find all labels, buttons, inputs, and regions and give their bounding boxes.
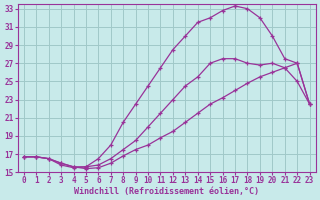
X-axis label: Windchill (Refroidissement éolien,°C): Windchill (Refroidissement éolien,°C): [74, 187, 259, 196]
